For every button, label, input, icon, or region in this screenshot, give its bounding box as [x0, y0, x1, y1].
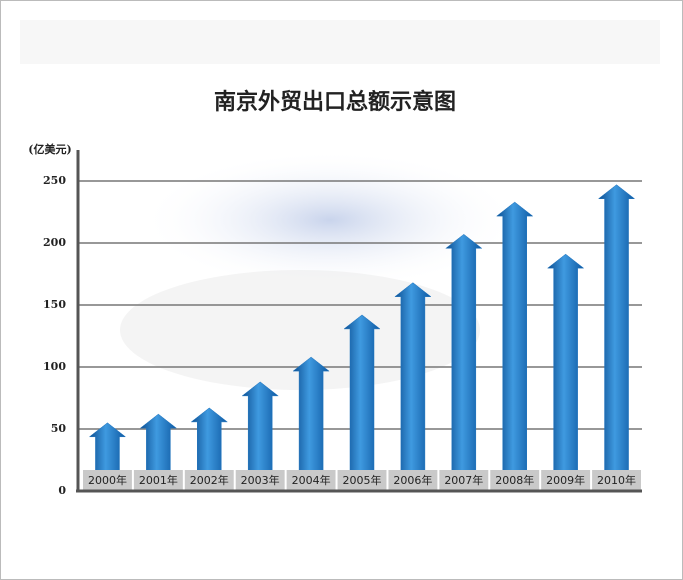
y-tick-label: 150: [43, 298, 66, 311]
bar: [343, 314, 381, 492]
y-tick-label: 250: [43, 174, 66, 187]
x-tick-label: 2009年: [546, 473, 585, 487]
x-tick-box: [490, 470, 540, 490]
x-tick-label: 2006年: [393, 473, 432, 487]
bar: [546, 253, 585, 492]
x-tick-label: 2004年: [292, 473, 331, 487]
x-tick-label: 2005年: [343, 473, 382, 487]
y-tick-label: 200: [43, 236, 66, 249]
x-tick-box: [83, 470, 132, 490]
y-tick-label: 50: [51, 422, 67, 435]
y-tick-label: 100: [43, 360, 66, 373]
x-tick-box: [235, 470, 285, 490]
x-tick-box: [337, 470, 387, 490]
x-tick-label: 2008年: [495, 473, 534, 487]
y-tick-label: 0: [58, 484, 66, 497]
x-tick-label: 2001年: [139, 473, 178, 487]
x-tick-box: [133, 470, 183, 490]
x-tick-box: [184, 470, 234, 490]
x-tick-box: [541, 470, 591, 490]
map-backdrop: [140, 150, 520, 290]
x-tick-label: 2010年: [597, 473, 636, 487]
x-tick-box: [592, 470, 641, 490]
bar: [597, 184, 636, 492]
bar: [445, 234, 483, 492]
bar: [394, 282, 432, 492]
chart-title: 南京外贸出口总额示意图: [214, 89, 456, 115]
bar: [495, 201, 534, 492]
x-tick-box: [439, 470, 489, 490]
x-tick-label: 2002年: [190, 473, 229, 487]
x-tick-label: 2000年: [88, 473, 127, 487]
x-tick-label: 2007年: [444, 473, 483, 487]
header-band: [20, 20, 660, 64]
people-backdrop: [120, 270, 480, 390]
x-tick-box: [286, 470, 336, 490]
y-axis-label: (亿美元): [28, 142, 71, 156]
x-tick-label: 2003年: [241, 473, 280, 487]
x-tick-box: [388, 470, 438, 490]
